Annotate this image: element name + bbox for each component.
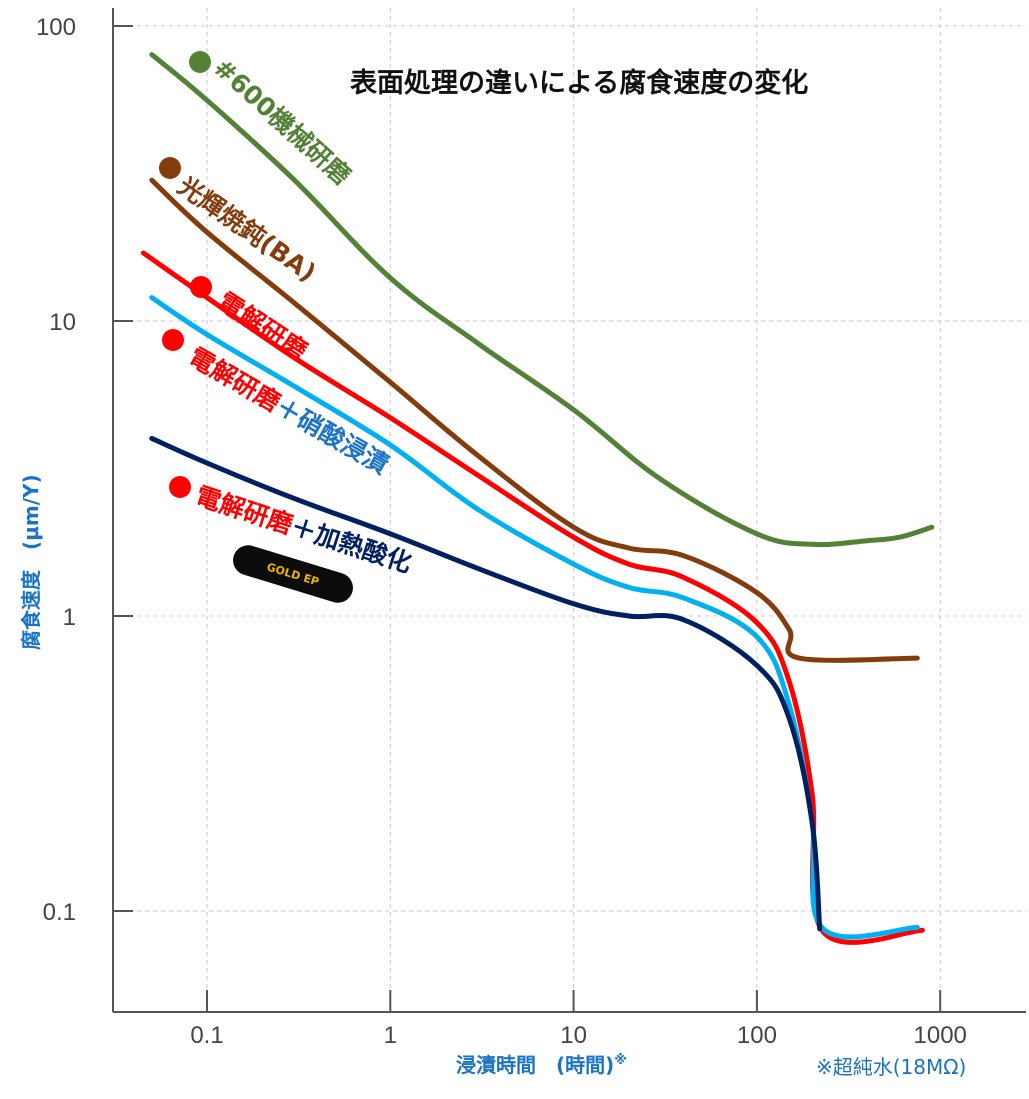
x-tick-label: 1 [384,1022,397,1049]
grid [113,8,1026,1012]
series-label-text: 電解研磨 [213,287,313,366]
marker-dot [169,476,191,498]
x-tick-label: 1000 [914,1022,967,1049]
note-ultrapure-water: ※超純水(18MΩ) [816,1055,966,1079]
series-line [149,52,935,548]
ticks: 0.1 1 10 100 1000 0.1 1 10 100 [36,14,967,1049]
y-tick-label: 10 [49,309,76,336]
x-tick-label: 100 [737,1022,777,1049]
badge-pill [233,545,353,603]
series-line [149,177,920,663]
series-line [140,250,925,945]
x-tick-label: 0.1 [190,1022,223,1049]
chart-title: 表面処理の違いによる腐食速度の変化 [350,67,808,99]
series-label-text: 電解研磨＋硝酸浸漬 [184,342,393,480]
x-tick-label: 10 [560,1022,587,1049]
series-label-text: 光輝焼鈍(BA) [172,171,322,288]
x-axis-title-text: 浸漬時間 (時間) [456,1053,614,1077]
gold-ep-badge: GOLD EP [233,545,353,603]
label-part-ep: 電解研磨 [192,481,296,539]
marker-dot [189,51,211,73]
y-axis-title: 腐食速度 (μm/Y) [19,474,43,650]
y-tick-label: 100 [36,14,76,41]
y-tick-label: 1 [63,604,76,631]
x-axis-title-mark: ※ [614,1053,627,1068]
marker-dot [159,157,181,179]
axes [112,8,1026,1013]
marker-dot [190,276,212,298]
series-layer [140,52,935,945]
marker-dot [162,329,184,351]
label-bright-annealing: 光輝焼鈍(BA) [159,157,321,287]
x-axis-title: 浸漬時間 (時間)※ [456,1053,627,1077]
label-600-mechanical: #600機械研磨 [189,51,356,190]
y-tick-label: 0.1 [43,899,76,926]
series-line [149,435,823,932]
